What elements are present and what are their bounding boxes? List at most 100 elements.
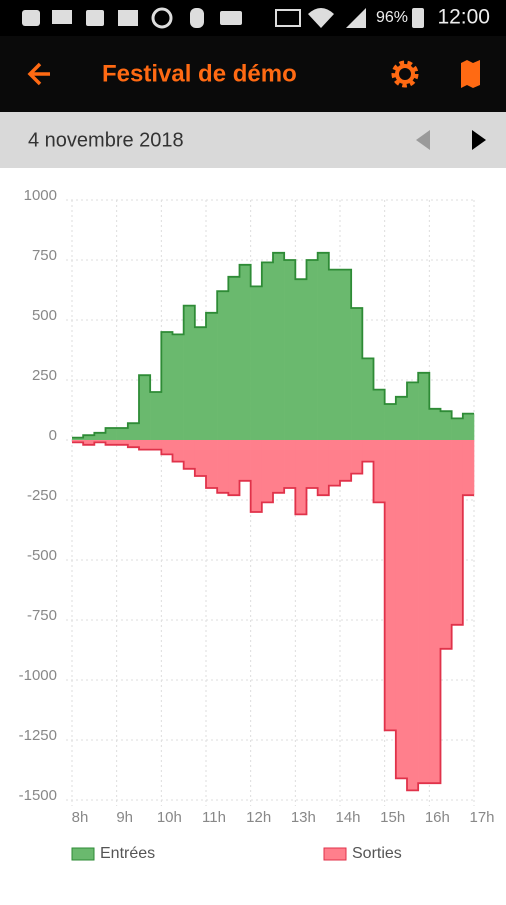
y-tick-label: 0 <box>49 427 57 444</box>
step-bar <box>384 440 397 731</box>
y-tick-label: -1000 <box>19 667 57 684</box>
step-bar <box>172 334 184 440</box>
step-bar <box>239 440 251 481</box>
step-bar <box>161 440 173 455</box>
y-tick-label: 750 <box>32 247 57 264</box>
step-bar <box>217 291 229 440</box>
step-bar <box>94 432 106 440</box>
legend-label: Sorties <box>352 845 402 862</box>
x-tick-label: 14h <box>335 809 360 826</box>
step-bar <box>139 375 151 440</box>
app-title: Festival de démo <box>102 60 297 87</box>
step-bar <box>228 440 240 496</box>
step-bar <box>206 440 218 488</box>
step-bar <box>250 440 263 512</box>
x-tick-label: 10h <box>157 809 182 826</box>
step-bar <box>340 269 352 440</box>
step-bar <box>139 440 151 450</box>
step-bar <box>328 440 341 486</box>
map-button[interactable] <box>461 60 480 88</box>
x-tick-label: 13h <box>291 809 316 826</box>
step-bar <box>395 396 408 440</box>
step-bar <box>451 418 464 440</box>
y-tick-label: 250 <box>32 367 57 384</box>
step-bar <box>273 252 285 440</box>
step-bar <box>429 408 441 440</box>
battery-level: 96% <box>376 9 408 26</box>
step-bar <box>340 440 352 481</box>
step-bar <box>194 327 207 440</box>
y-tick-label: 500 <box>32 307 57 324</box>
next-day[interactable] <box>472 130 486 150</box>
y-tick-label: -1250 <box>19 727 57 744</box>
step-bar <box>440 440 452 649</box>
date-label: 4 novembre 2018 <box>28 129 184 151</box>
step-line <box>72 251 474 439</box>
step-bar <box>194 440 207 476</box>
x-tick-label: 9h <box>116 809 133 826</box>
chart: -1500 -1250 -1000 -750 -500 -250 0 250 500 750 100… <box>19 187 495 862</box>
back-button[interactable] <box>27 62 50 86</box>
x-tick-label: 17h <box>469 809 494 826</box>
step-bar <box>462 440 475 496</box>
clock: 12:00 <box>437 6 490 29</box>
legend-swatch <box>71 847 95 861</box>
step-bar <box>261 262 274 440</box>
step-bar <box>116 440 129 445</box>
step-line <box>72 441 474 792</box>
step-bar <box>418 372 430 440</box>
step-bar <box>239 264 251 440</box>
y-tick-label: -750 <box>27 607 57 624</box>
step-bar <box>429 440 441 784</box>
step-bar <box>328 269 341 440</box>
y-tick-label: -500 <box>27 547 57 564</box>
step-bar <box>261 440 274 503</box>
step-bar <box>440 411 452 440</box>
step-bar <box>418 440 430 784</box>
step-bar <box>273 440 285 493</box>
step-bar <box>462 413 475 440</box>
step-bar <box>105 440 117 445</box>
x-tick-label: 12h <box>246 809 271 826</box>
step-bar <box>407 382 419 440</box>
legend-label: Entrées <box>100 845 155 862</box>
step-bar <box>172 440 184 462</box>
x-tick-label: 8h <box>72 809 89 826</box>
settings-button[interactable] <box>391 60 419 88</box>
app-bar <box>0 36 506 112</box>
step-bar <box>306 440 318 488</box>
y-tick-label: -1500 <box>19 787 57 804</box>
step-bar <box>127 440 140 448</box>
step-bar <box>362 358 374 440</box>
step-bar <box>150 392 162 440</box>
step-bar <box>183 440 196 469</box>
step-bar <box>217 440 229 493</box>
legend-swatch <box>323 847 347 861</box>
status-bar <box>0 0 506 36</box>
step-bar <box>351 440 363 474</box>
step-bar <box>373 440 385 503</box>
step-bar <box>373 389 385 440</box>
step-bar <box>105 428 117 440</box>
step-bar <box>317 252 330 440</box>
step-bar <box>451 440 464 625</box>
step-bar <box>116 428 129 440</box>
previous-day[interactable] <box>416 130 430 150</box>
x-tick-label: 16h <box>425 809 450 826</box>
step-bar <box>183 305 196 440</box>
step-bar <box>83 435 95 440</box>
x-tick-label: 11h <box>202 809 226 826</box>
step-bar <box>362 440 374 462</box>
step-bar <box>150 440 162 450</box>
step-bar <box>206 312 218 440</box>
step-bar <box>351 308 363 440</box>
step-bar <box>306 260 318 440</box>
y-tick-label: -250 <box>27 487 57 504</box>
step-bar <box>317 440 330 496</box>
step-bar <box>127 423 140 440</box>
status-icons <box>22 7 424 29</box>
step-bar <box>384 404 397 440</box>
step-bar <box>161 332 173 440</box>
step-bar <box>407 440 419 791</box>
